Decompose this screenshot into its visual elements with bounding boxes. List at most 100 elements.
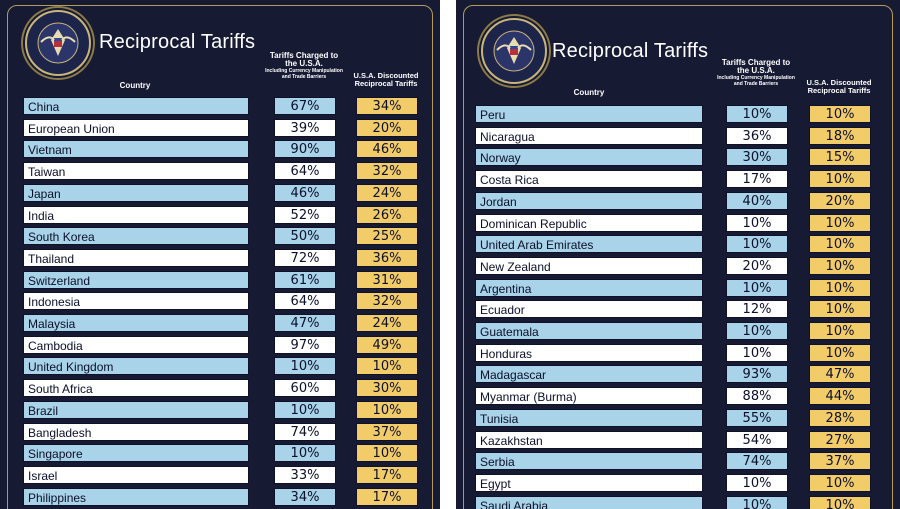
tariff-charged-cell: 52% [274, 205, 336, 224]
discounted-tariff-cell: 20% [356, 118, 418, 137]
tariff-charged-cell: 20% [726, 256, 788, 275]
table-row: United Kingdom 10% 10% [0, 357, 440, 376]
tariff-charged-cell: 30% [726, 148, 788, 167]
country-cell: Kazakhstan [475, 430, 703, 449]
header-discounted-tariffs: U.S.A. Discounted Reciprocal Tariffs [353, 71, 419, 88]
discounted-tariff-cell: 10% [809, 495, 871, 509]
country-cell: New Zealand [475, 256, 703, 275]
discounted-tariff-cell: 10% [809, 170, 871, 189]
discounted-tariff-cell: 17% [356, 465, 418, 484]
table-row: Honduras 10% 10% [456, 343, 900, 362]
tariff-charged-cell: 74% [274, 422, 336, 441]
country-cell: Egypt [475, 473, 703, 492]
tariff-charged-cell: 64% [274, 292, 336, 311]
header-discounted-tariffs: U.S.A. Discounted Reciprocal Tariffs [806, 78, 872, 95]
country-cell: Ecuador [475, 300, 703, 319]
tariff-charged-cell: 40% [726, 191, 788, 210]
table-row: Singapore 10% 10% [0, 444, 440, 463]
tariff-charged-cell: 10% [726, 235, 788, 254]
country-cell: Indonesia [23, 292, 249, 311]
tariff-charged-cell: 10% [726, 278, 788, 297]
discounted-tariff-cell: 28% [809, 408, 871, 427]
left-tariff-board: Reciprocal Tariffs Country Tariffs Charg… [0, 0, 440, 509]
country-cell: Singapore [23, 444, 249, 463]
table-row: Malaysia 47% 24% [0, 314, 440, 332]
country-cell: South Africa [23, 379, 249, 398]
header-tariffs-charged-sub: Including Currency Manipulation and Trad… [265, 67, 343, 80]
discounted-tariff-cell: 10% [356, 357, 418, 376]
discounted-tariff-cell: 32% [356, 162, 418, 181]
table-row: Thailand 72% 36% [0, 248, 440, 267]
discounted-tariff-cell: 10% [809, 278, 871, 297]
header-tariffs-charged: Tariffs Charged to the U.S.A. Including … [716, 58, 796, 87]
discounted-tariff-cell: 26% [356, 205, 418, 224]
discounted-tariff-cell: 10% [809, 213, 871, 232]
table-row: Vietnam 90% 46% [0, 140, 440, 159]
country-cell: Peru [475, 105, 703, 123]
discounted-tariff-cell: 30% [356, 379, 418, 398]
tariff-charged-cell: 46% [274, 183, 336, 202]
table-row: Dominican Republic 10% 10% [456, 213, 900, 232]
tariff-charged-cell: 67% [274, 97, 336, 115]
table-row: China 67% 34% [0, 97, 440, 115]
tariff-charged-cell: 34% [274, 487, 336, 506]
tariff-charged-cell: 90% [274, 140, 336, 159]
discounted-tariff-cell: 20% [809, 191, 871, 210]
tariff-charged-cell: 60% [274, 379, 336, 398]
discounted-tariff-cell: 15% [809, 148, 871, 167]
right-tariff-board: Reciprocal Tariffs Country Tariffs Charg… [456, 0, 900, 509]
page-title: Reciprocal Tariffs [99, 31, 256, 53]
presidential-seal-icon [25, 10, 91, 76]
country-cell: United Arab Emirates [475, 235, 703, 254]
presidential-seal-icon [481, 18, 547, 84]
discounted-tariff-cell: 24% [356, 183, 418, 202]
discounted-tariff-cell: 10% [809, 473, 871, 492]
table-row: Switzerland 61% 31% [0, 270, 440, 289]
table-row: Costa Rica 17% 10% [456, 170, 900, 189]
table-row: Philippines 34% 17% [0, 487, 440, 506]
tariff-charged-cell: 10% [726, 343, 788, 362]
tariff-charged-cell: 72% [274, 248, 336, 267]
country-cell: United Kingdom [23, 357, 249, 376]
discounted-tariff-cell: 10% [809, 343, 871, 362]
table-row: Taiwan 64% 32% [0, 162, 440, 181]
table-row: Norway 30% 15% [456, 148, 900, 167]
table-row: Saudi Arabia 10% 10% [456, 495, 900, 509]
tariff-charged-cell: 64% [274, 162, 336, 181]
table-row: Israel 33% 17% [0, 465, 440, 484]
country-cell: Myanmar (Burma) [475, 387, 703, 406]
table-row: Ecuador 12% 10% [456, 300, 900, 319]
country-cell: India [23, 205, 249, 224]
header-country: Country [119, 81, 151, 90]
discounted-tariff-cell: 47% [809, 365, 871, 384]
discounted-tariff-cell: 10% [356, 444, 418, 463]
discounted-tariff-cell: 10% [356, 400, 418, 419]
table-row: South Korea 50% 25% [0, 227, 440, 246]
discounted-tariff-cell: 24% [356, 314, 418, 332]
country-cell: Jordan [475, 191, 703, 210]
country-cell: Honduras [475, 343, 703, 362]
discounted-tariff-cell: 36% [356, 248, 418, 267]
table-row: Kazakhstan 54% 27% [456, 430, 900, 449]
discounted-tariff-cell: 17% [356, 487, 418, 506]
tariff-charged-cell: 10% [726, 105, 788, 123]
tariff-charged-cell: 10% [274, 444, 336, 463]
tariff-charged-cell: 97% [274, 335, 336, 354]
country-cell: European Union [23, 118, 249, 137]
header-tariffs-charged: Tariffs Charged to the U.S.A. Including … [264, 51, 344, 80]
tariff-charged-cell: 10% [726, 322, 788, 340]
table-row: Tunisia 55% 28% [456, 408, 900, 427]
tariff-charged-cell: 55% [726, 408, 788, 427]
table-row: New Zealand 20% 10% [456, 256, 900, 275]
tariff-charged-cell: 33% [274, 465, 336, 484]
table-row: Cambodia 97% 49% [0, 335, 440, 354]
discounted-tariff-cell: 10% [809, 256, 871, 275]
country-cell: Vietnam [23, 140, 249, 159]
discounted-tariff-cell: 37% [356, 422, 418, 441]
country-cell: China [23, 97, 249, 115]
tariff-charged-cell: 39% [274, 118, 336, 137]
discounted-tariff-cell: 10% [809, 105, 871, 123]
table-row: Brazil 10% 10% [0, 400, 440, 419]
discounted-tariff-cell: 37% [809, 452, 871, 471]
tariff-charged-cell: 47% [274, 314, 336, 332]
